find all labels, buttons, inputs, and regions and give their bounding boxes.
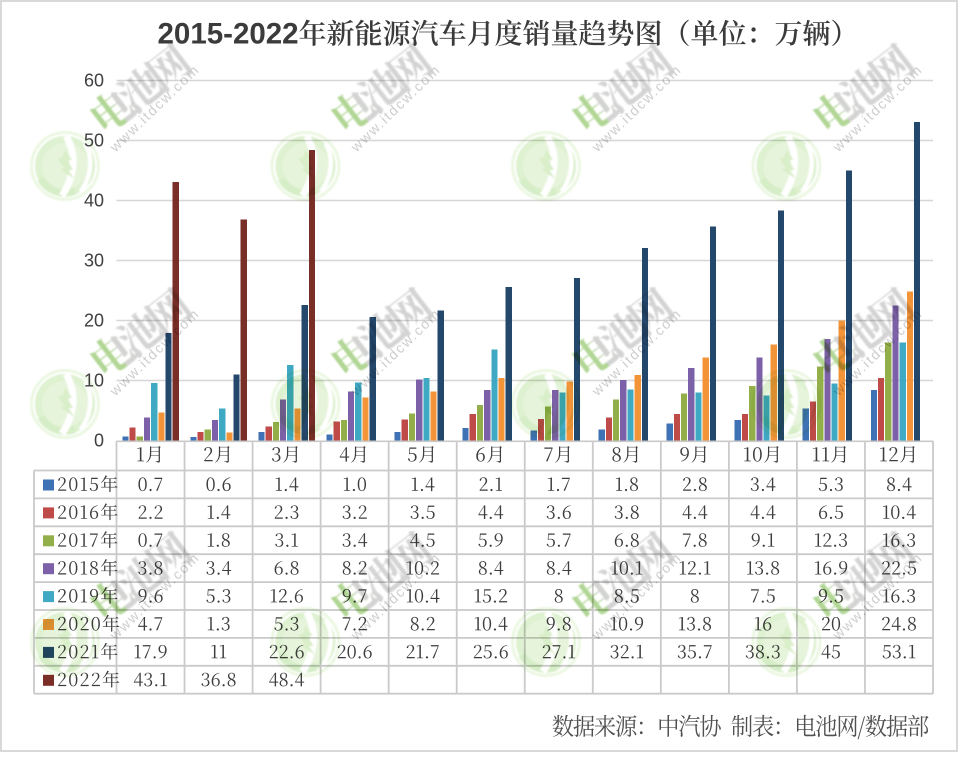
- svg-text:40: 40: [84, 191, 104, 211]
- svg-text:60: 60: [84, 71, 104, 91]
- svg-text:30: 30: [84, 251, 104, 271]
- svg-text:0: 0: [94, 431, 104, 451]
- svg-text:20: 20: [84, 311, 104, 331]
- svg-text:50: 50: [84, 131, 104, 151]
- svg-text:2015-2022: 2015-2022: [158, 18, 299, 51]
